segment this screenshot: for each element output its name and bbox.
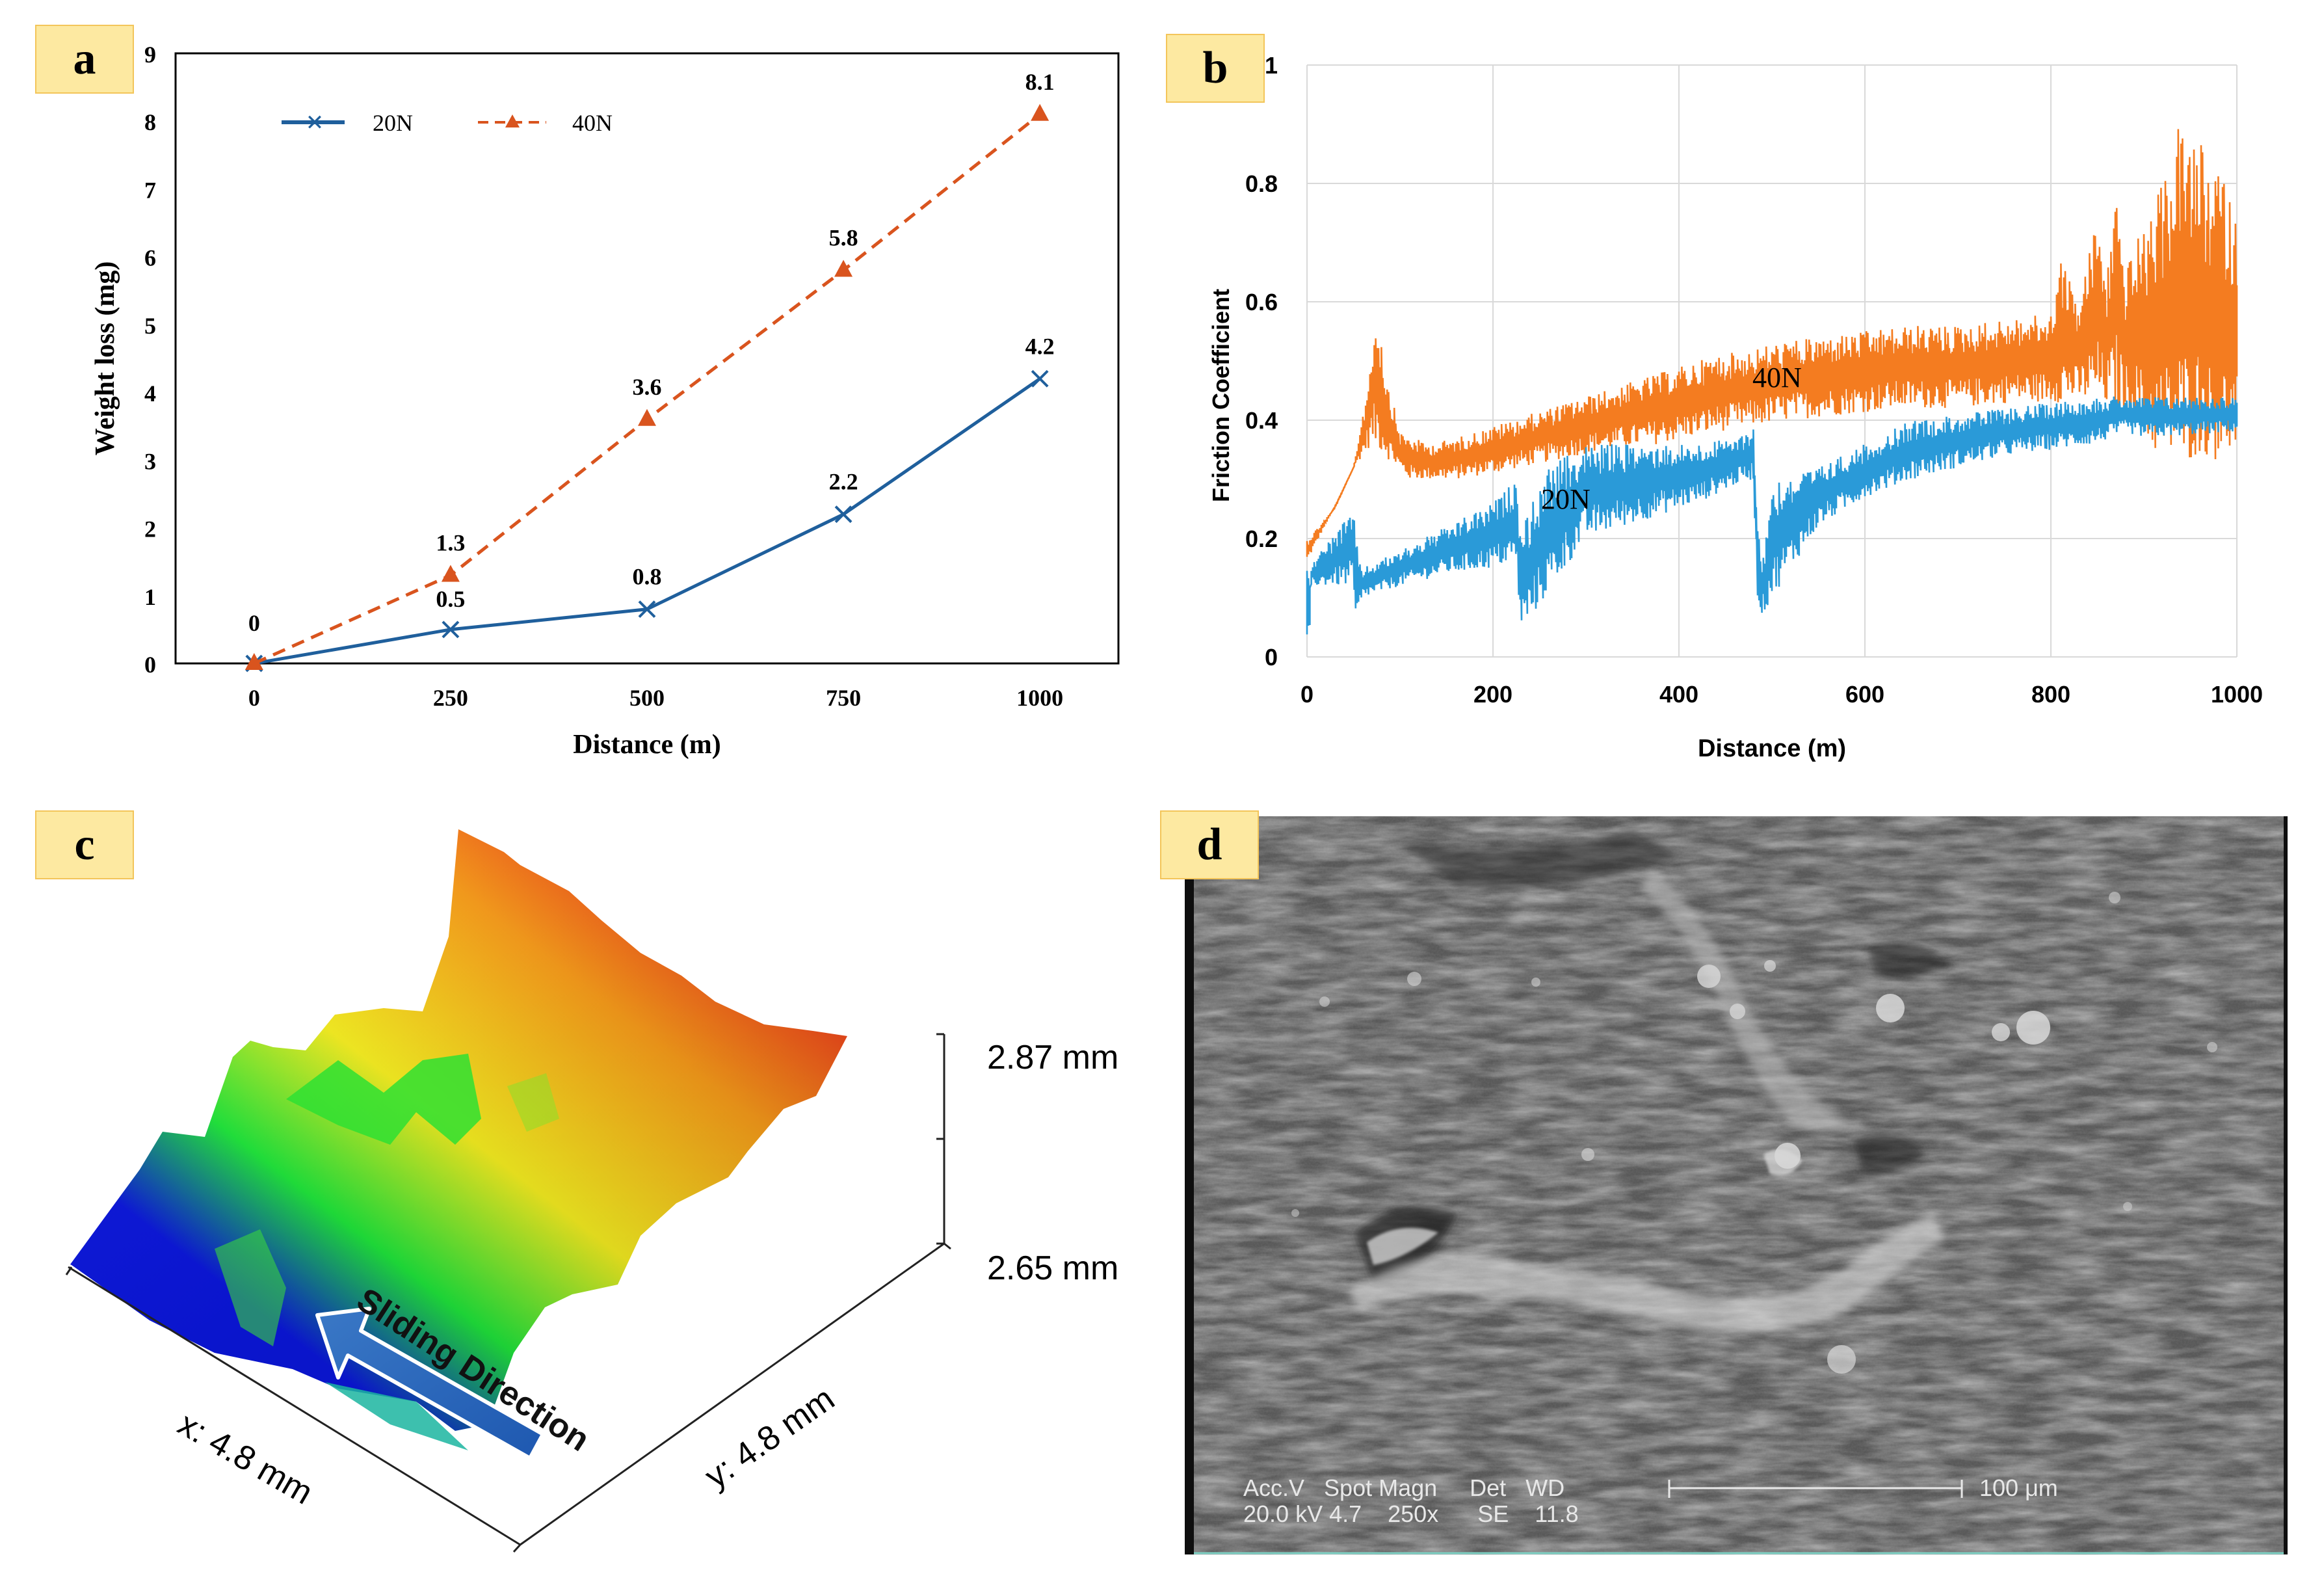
chart-a-data-label-40n: 0 xyxy=(248,610,260,636)
legend-40n-label: 40N xyxy=(572,110,613,136)
chart-a-legend: ✕ 20N 40N xyxy=(282,110,613,136)
legend-20n-label: 20N xyxy=(373,110,413,136)
chart-b-xlabel: Distance (m) xyxy=(1698,735,1846,762)
chart-a-weight-loss: 0 1 2 3 4 5 6 7 8 9 0 250 500 750 1000 0.5 0.8 2.2 4.2 0 1… xyxy=(90,42,1120,760)
chart-a-ytick-label: 4 xyxy=(144,380,156,407)
chart-a-xtick-label: 500 xyxy=(629,685,665,711)
chart-a-point-40n xyxy=(441,565,460,582)
legend-20n-marker: ✕ xyxy=(306,110,324,136)
chart-a-ytick-label: 9 xyxy=(144,42,156,68)
chart-b-xtick-label: 0 xyxy=(1301,681,1314,708)
chart-a-data-label-40n: 8.1 xyxy=(1025,69,1055,95)
sem-scale-label: 100 μm xyxy=(1979,1474,2058,1501)
panel-label-c: c xyxy=(35,810,134,879)
chart-a-data-label-20n: 4.2 xyxy=(1025,333,1055,359)
chart-a-xtick-label: 0 xyxy=(248,685,260,711)
legend-40n-marker xyxy=(505,114,520,127)
chart-b-xtick-label: 200 xyxy=(1473,681,1512,708)
panel-label-b-text: b xyxy=(1202,43,1228,93)
sem-particles xyxy=(1291,892,2217,1374)
chart-a-xlabel: Distance (m) xyxy=(573,730,720,760)
chart-b-friction: 0 0.2 0.4 0.6 0.8 1 0 200 400 600 800 1000 Distance… xyxy=(1208,52,2263,762)
chart-b-series-40n-trace xyxy=(1306,129,2238,557)
chart-b-ytick-label: 0.6 xyxy=(1245,289,1278,315)
sem-micrograph: Acc.V Spot Magn Det WD 20.0 kV 4.7 250x … xyxy=(1185,816,2288,1554)
chart-a-ytick-label: 2 xyxy=(144,516,156,542)
sem-scale-bar xyxy=(1668,1480,1963,1498)
sem-dark-region-4 xyxy=(1868,942,1952,978)
chart-b-xtick-label: 600 xyxy=(1845,681,1884,708)
sem-grain xyxy=(1194,816,2284,1554)
surface-z-bottom-label: 2.65 mm xyxy=(987,1249,1118,1287)
sem-info-line2: 20.0 kV 4.7 250x SE 11.8 xyxy=(1243,1500,1579,1527)
chart-a-data-label-40n: 5.8 xyxy=(829,225,858,251)
sem-bright-ridge-2 xyxy=(1347,1213,1946,1334)
panel-label-a: a xyxy=(35,25,134,94)
chart-a-point-40n xyxy=(1031,103,1050,121)
chart-b-ytick-label: 0.8 xyxy=(1245,170,1278,197)
surface-green-patch-3 xyxy=(507,1073,559,1132)
chart-a-data-label-40n: 1.3 xyxy=(436,530,465,556)
chart-a-point-40n xyxy=(834,260,853,277)
chart-b-ytick-label: 1 xyxy=(1265,52,1278,79)
sem-dark-region-3 xyxy=(1855,1134,1926,1174)
surface-x-label: x: 4.8 mm xyxy=(172,1405,319,1512)
panel-label-d: d xyxy=(1160,810,1259,879)
surface-green-patch-1 xyxy=(286,1054,481,1145)
chart-a-data-label-40n: 3.6 xyxy=(633,374,662,400)
chart-a-ylabel: Weight loss (mg) xyxy=(90,261,120,456)
chart-b-label-20n: 20N xyxy=(1541,483,1591,515)
chart-a-ytick-label: 3 xyxy=(144,448,156,474)
chart-a-plot-frame xyxy=(174,52,1120,665)
sem-bright-ridge-3 xyxy=(1367,1227,1438,1265)
chart-a-point-20n xyxy=(638,600,656,619)
chart-a-point-20n xyxy=(1031,369,1049,388)
panel-label-a-text: a xyxy=(73,34,96,84)
chart-a-ytick-label: 1 xyxy=(144,584,156,610)
chart-b-xtick-label: 1000 xyxy=(2211,681,2263,708)
chart-b-ylabel: Friction Coefficient xyxy=(1208,289,1234,502)
chart-a-ytick-label: 0 xyxy=(144,652,156,678)
chart-a-point-20n xyxy=(442,620,460,639)
panel-label-c-text: c xyxy=(74,820,95,870)
sem-dark-region-1 xyxy=(1399,829,1679,889)
arrow-icon xyxy=(315,1307,545,1460)
chart-a-ytick-label: 6 xyxy=(144,245,156,271)
chart-a-ytick-label: 7 xyxy=(144,177,156,203)
chart-b-ytick-label: 0.4 xyxy=(1245,407,1278,434)
chart-a-point-40n xyxy=(244,653,263,670)
chart-a-point-40n xyxy=(638,408,656,426)
sem-bright-ridge-1 xyxy=(1640,868,1848,1132)
chart-b-series-20n-trace xyxy=(1306,396,2238,635)
surface-z-axis xyxy=(936,1033,945,1245)
chart-a-ytick-label: 5 xyxy=(144,313,156,339)
surface-y-label: y: 4.8 mm xyxy=(698,1380,841,1495)
chart-a-xtick-label: 250 xyxy=(433,685,468,711)
sem-info-line1: Acc.V Spot Magn Det WD xyxy=(1243,1474,1565,1501)
surface-z-top-label: 2.87 mm xyxy=(987,1039,1118,1076)
surface-3d-plot: 2.87 mm 2.65 mm x: 4.8 mm y: 4.8 mm Slid… xyxy=(65,829,1118,1553)
chart-a-data-label-20n: 2.2 xyxy=(829,469,858,495)
chart-b-xtick-label: 800 xyxy=(2031,681,2070,708)
chart-a-data-label-20n: 0.8 xyxy=(633,564,662,590)
chart-b-xtick-label: 400 xyxy=(1659,681,1698,708)
chart-a-xtick-label: 1000 xyxy=(1016,685,1063,711)
surface-bottom-edge xyxy=(325,1382,468,1450)
panel-label-b: b xyxy=(1166,34,1265,103)
surface-green-patch-2 xyxy=(215,1229,286,1346)
chart-a-xtick-label: 750 xyxy=(826,685,861,711)
surface-base-axes xyxy=(65,1242,951,1553)
chart-a-point-20n xyxy=(834,505,852,524)
chart-b-label-40n: 40N xyxy=(1752,362,1802,393)
chart-b-ytick-label: 0.2 xyxy=(1245,526,1278,552)
chart-a-ytick-label: 8 xyxy=(144,109,156,135)
chart-b-ytick-label: 0 xyxy=(1265,644,1278,671)
panel-label-d-text: d xyxy=(1196,820,1222,870)
chart-a-data-label-20n: 0.5 xyxy=(436,586,465,612)
